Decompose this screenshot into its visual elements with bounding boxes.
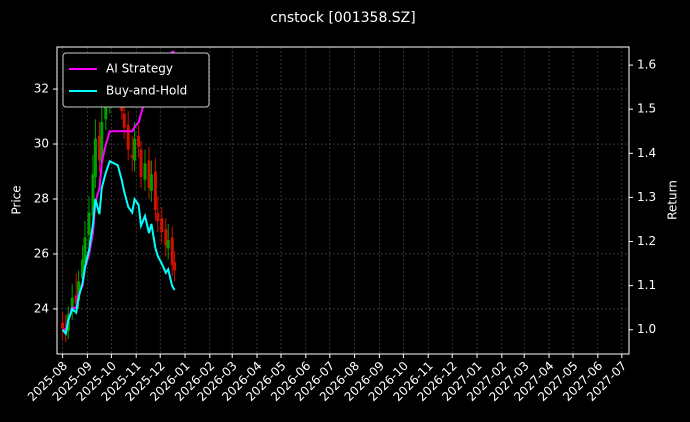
candle-body xyxy=(153,171,157,210)
y-tick-label: 32 xyxy=(34,82,49,96)
candle-body xyxy=(147,160,151,188)
candle-body xyxy=(104,100,108,120)
candle-body xyxy=(126,124,130,150)
candle-body xyxy=(91,174,95,216)
y2-axis-label: Return xyxy=(666,180,680,220)
candle-body xyxy=(173,262,177,271)
candle-body xyxy=(97,135,101,161)
candle-body xyxy=(70,297,74,312)
y-tick-label: 24 xyxy=(34,301,49,315)
candle-body xyxy=(100,122,104,164)
chart-title: cnstock [001358.SZ] xyxy=(270,10,415,26)
candle-body xyxy=(130,155,134,158)
candle-body xyxy=(133,138,137,161)
y2-tick-label: 1.4 xyxy=(637,146,656,160)
candle-body xyxy=(122,113,126,128)
candle-body xyxy=(61,322,65,329)
legend-label: Buy-and-Hold xyxy=(106,84,187,98)
candle-body xyxy=(160,218,164,232)
y-axis-label: Price xyxy=(10,185,24,214)
candle-body xyxy=(166,240,170,249)
y-tick-label: 26 xyxy=(34,246,49,260)
candle-body xyxy=(87,212,91,235)
candle-body xyxy=(93,138,97,178)
y2-tick-label: 1.0 xyxy=(637,322,656,336)
candle-body xyxy=(137,135,141,147)
candle-body xyxy=(83,237,87,263)
y2-tick-label: 1.3 xyxy=(637,190,656,204)
y2-tick-label: 1.6 xyxy=(637,58,656,72)
candle-body xyxy=(164,229,168,246)
y2-tick-label: 1.1 xyxy=(637,278,656,292)
candle-body xyxy=(139,149,143,178)
legend-label: AI Strategy xyxy=(106,62,173,76)
line-series xyxy=(61,159,176,337)
candle-body xyxy=(149,174,153,191)
candle-body xyxy=(77,281,81,301)
candle-body xyxy=(156,212,160,221)
candle-body xyxy=(74,295,78,304)
legend-box xyxy=(62,52,210,108)
plot-frame xyxy=(56,46,630,355)
y-tick-label: 30 xyxy=(34,137,49,151)
candle-body xyxy=(170,237,174,265)
candle-body xyxy=(81,259,85,279)
candle-body xyxy=(143,163,147,180)
y2-tick-label: 1.5 xyxy=(637,102,656,116)
y-tick-label: 28 xyxy=(34,191,49,205)
y2-tick-label: 1.2 xyxy=(637,234,656,248)
